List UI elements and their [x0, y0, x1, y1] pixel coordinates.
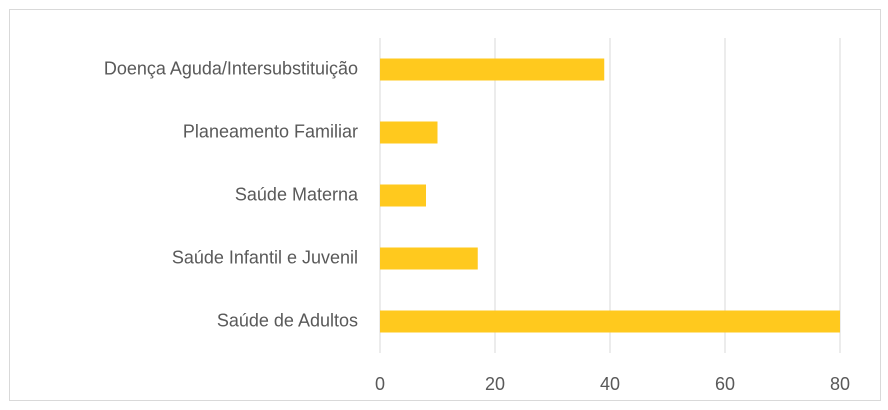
bar	[380, 121, 438, 144]
x-tick-label: 20	[485, 374, 505, 394]
bar	[380, 58, 605, 81]
y-tick-label: Saúde de Adultos	[217, 310, 358, 330]
y-tick-label: Saúde Materna	[235, 184, 359, 204]
x-tick-label: 0	[375, 374, 385, 394]
x-tick-label: 40	[600, 374, 620, 394]
x-tick-label: 60	[715, 374, 735, 394]
bar	[380, 247, 478, 270]
y-tick-label: Doença Aguda/Intersubstituição	[104, 58, 358, 78]
y-tick-label: Planeamento Familiar	[183, 121, 358, 141]
bar	[380, 184, 426, 207]
bar	[380, 310, 840, 333]
y-tick-label: Saúde Infantil e Juvenil	[172, 247, 358, 267]
x-tick-label: 80	[830, 374, 850, 394]
